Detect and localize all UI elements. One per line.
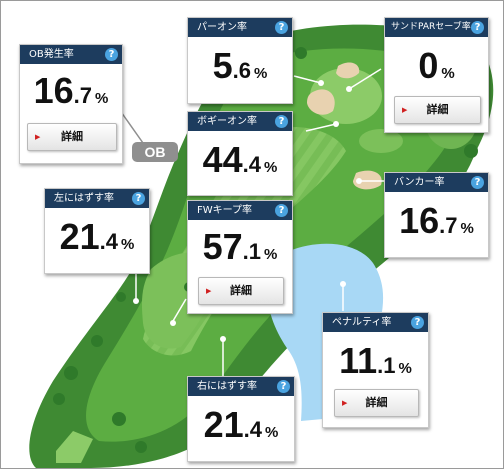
help-icon[interactable]: ? [132, 192, 145, 205]
help-icon[interactable]: ? [105, 48, 118, 61]
help-icon[interactable]: ? [275, 115, 288, 128]
help-icon[interactable]: ? [275, 21, 288, 34]
card-title: パーオン率 [197, 22, 247, 33]
bunker-top [336, 62, 360, 79]
red-triangle-arrow-icon: ▶ [402, 106, 408, 114]
card-title: 左にはずす率 [54, 193, 114, 204]
ob-badge: OB [132, 142, 178, 162]
help-icon[interactable]: ? [411, 316, 424, 329]
ob-callout-line [118, 108, 144, 144]
fw-keep-detail-button[interactable]: ▶ 詳細 [198, 277, 284, 305]
bogey-on-rate-card: ボギーオン率? 44.4% [187, 111, 293, 196]
card-value: 5.6% [212, 45, 268, 86]
red-triangle-arrow-icon: ▶ [35, 133, 41, 141]
card-title: OB発生率 [29, 49, 74, 60]
card-value: 16.7% [33, 70, 109, 111]
card-value: 21.4% [203, 404, 279, 445]
card-value: 11.1% [339, 340, 412, 381]
card-header: ボギーオン率? [188, 112, 292, 131]
miss-right-rate-card: 右にはずす率? 21.4% [187, 376, 295, 462]
card-value: 0% [418, 45, 455, 86]
callout-lines [135, 68, 384, 376]
card-title: ペナルティ率 [332, 317, 392, 328]
bunker-left [307, 89, 335, 115]
card-title: ボギーオン率 [197, 116, 257, 127]
callout-dots [133, 80, 362, 342]
help-icon[interactable]: ? [277, 380, 290, 393]
card-value: 57.1% [202, 226, 278, 267]
bunker-rate-card: バンカー率? 16.7% [384, 172, 489, 258]
penalty-rate-card: ペナルティ率? 11.1% ▶ 詳細 [322, 312, 429, 428]
help-icon[interactable]: ? [471, 176, 484, 189]
red-triangle-arrow-icon: ▶ [342, 399, 348, 407]
green-collar [359, 129, 403, 153]
penalty-detail-button[interactable]: ▶ 詳細 [334, 389, 419, 417]
card-title: バンカー率 [394, 177, 445, 188]
bunker-right [353, 170, 382, 190]
card-header: FWキープ率? [188, 201, 292, 220]
sand-save-rate-card: サンドPARセーブ率? 0% ▶ 詳細 [384, 17, 489, 133]
card-header: パーオン率? [188, 18, 292, 37]
card-value: 44.4% [202, 139, 278, 180]
card-header: バンカー率? [385, 173, 488, 192]
card-title: FWキープ率 [197, 205, 253, 216]
card-title: サンドPARセーブ率 [391, 22, 471, 32]
miss-left-rate-card: 左にはずす率? 21.4% [44, 188, 150, 274]
card-value: 16.7% [399, 200, 474, 241]
card-header: 左にはずす率? [45, 189, 149, 208]
card-title: 右にはずす率 [197, 381, 257, 392]
card-header: ペナルティ率? [323, 313, 428, 332]
red-triangle-arrow-icon: ▶ [206, 287, 212, 295]
ob-detail-button[interactable]: ▶ 詳細 [27, 123, 117, 151]
par-on-rate-card: パーオン率? 5.6% [187, 17, 293, 104]
fw-keep-rate-card: FWキープ率? 57.1% ▶ 詳細 [187, 200, 293, 314]
tee-box [56, 431, 93, 463]
card-header: 右にはずす率? [188, 377, 294, 396]
sand-save-detail-button[interactable]: ▶ 詳細 [394, 96, 481, 124]
card-value: 21.4% [59, 216, 135, 257]
help-icon[interactable]: ? [275, 204, 288, 217]
ob-rate-card: OB発生率? 16.7% ▶ 詳細 [19, 44, 123, 164]
help-icon[interactable]: ? [471, 21, 484, 34]
card-header: OB発生率? [20, 45, 122, 64]
card-header: サンドPARセーブ率? [385, 18, 488, 37]
